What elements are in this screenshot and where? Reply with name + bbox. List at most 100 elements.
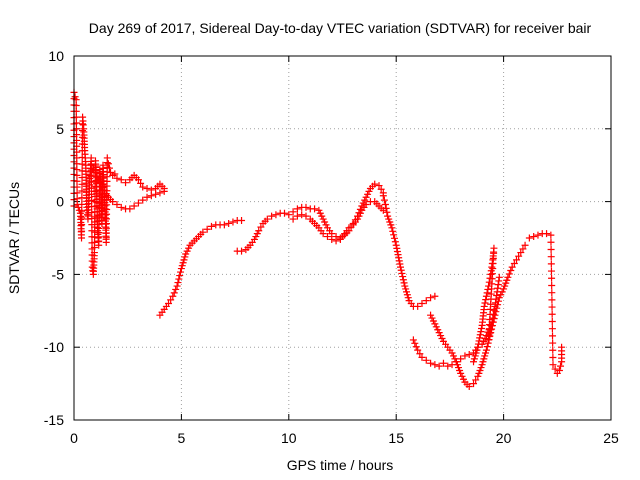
data-point-fill: [257, 223, 265, 231]
data-point: [319, 230, 327, 238]
data-point: [422, 356, 430, 364]
data-point: [255, 227, 263, 235]
data-point: [328, 235, 336, 243]
data-point-fill: [390, 231, 398, 239]
data-point-fill: [547, 267, 555, 275]
data-point: [332, 237, 340, 245]
data-point: [139, 183, 147, 191]
data-point: [482, 346, 490, 354]
series-seg-spikes: [470, 244, 503, 366]
data-point: [512, 256, 520, 264]
data-point: [113, 201, 121, 209]
data-point: [362, 201, 370, 209]
series-seg-rise: [156, 217, 246, 319]
data-point: [558, 343, 566, 351]
data-point: [414, 302, 422, 310]
data-point-fill: [549, 353, 557, 361]
data-point: [465, 350, 473, 358]
data-point: [293, 212, 301, 220]
data-point: [91, 168, 99, 176]
data-point: [268, 212, 276, 220]
data-point: [547, 231, 555, 239]
data-point: [323, 233, 331, 241]
data-point: [435, 362, 443, 370]
data-point: [281, 209, 289, 217]
data-point-fill: [505, 270, 513, 278]
data-point: [418, 300, 426, 308]
data-point: [414, 346, 422, 354]
data-point: [525, 234, 533, 242]
data-point-fill: [172, 285, 180, 293]
series-seg-start: [70, 88, 168, 278]
data-point: [427, 294, 435, 302]
data-point-fill: [167, 296, 175, 304]
tick-labels: 0 5 10 15 20 25 10 5 0 -5 -10 -15: [44, 48, 619, 446]
data-point: [392, 241, 400, 249]
data-point-fill: [394, 251, 402, 259]
data-point-fill: [78, 180, 86, 188]
data-point-fill: [548, 296, 556, 304]
data-point-fill: [486, 329, 494, 337]
data-point-fill: [547, 260, 555, 268]
data-point: [431, 292, 439, 300]
series-seg-end: [525, 230, 566, 377]
data-point: [388, 224, 396, 232]
data-point-fill: [94, 175, 102, 183]
data-point: [543, 230, 551, 238]
data-point: [482, 292, 490, 300]
data-point: [122, 179, 130, 187]
data-point: [444, 362, 452, 370]
data-point: [517, 249, 525, 257]
data-point: [285, 211, 293, 219]
data-point: [87, 161, 95, 169]
data-point-fill: [475, 337, 483, 345]
data-point: [298, 211, 306, 219]
data-point: [134, 199, 142, 207]
data-point-fill: [93, 172, 101, 180]
y-tick-label: 0: [56, 194, 64, 210]
data-point-fill: [472, 376, 480, 384]
data-point-fill: [549, 339, 557, 347]
data-point-fill: [170, 289, 178, 297]
data-point: [87, 154, 95, 162]
data-point: [156, 189, 164, 197]
data-point-fill: [485, 333, 493, 341]
data-point: [551, 365, 559, 373]
data-point: [530, 233, 538, 241]
x-tick-label: 10: [281, 430, 297, 446]
data-point: [203, 225, 211, 233]
data-point-fill: [548, 317, 556, 325]
data-point: [549, 361, 557, 369]
data-point: [103, 154, 111, 162]
data-point-fill: [476, 334, 484, 342]
data-point-fill: [137, 179, 145, 187]
data-point: [160, 187, 168, 195]
data-point-fill: [549, 346, 557, 354]
data-point: [111, 170, 119, 178]
data-point: [220, 221, 228, 229]
data-point-fill: [105, 164, 113, 172]
data-point-fill: [393, 244, 401, 252]
data-point: [238, 217, 246, 225]
data-point: [345, 224, 353, 232]
data-point-fill: [507, 267, 515, 275]
data-point-fill: [102, 190, 110, 198]
data-point-fill: [78, 214, 86, 222]
data-point-fill: [396, 260, 404, 268]
data-point-fill: [395, 257, 403, 265]
data-point-fill: [399, 273, 407, 281]
data-point-fill: [174, 279, 182, 287]
data-point: [439, 359, 447, 367]
data-point: [109, 198, 117, 206]
data-point-fill: [98, 182, 106, 190]
data-point: [489, 314, 497, 322]
data-point-fill: [548, 289, 556, 297]
data-point: [521, 241, 529, 249]
data-point-fill: [176, 272, 184, 280]
data-point-fill: [547, 253, 555, 261]
data-point-fill: [400, 279, 408, 287]
data-point-fill: [557, 362, 565, 370]
data-point-fill: [391, 238, 399, 246]
data-point-fill: [78, 221, 86, 229]
data-point: [78, 234, 86, 242]
